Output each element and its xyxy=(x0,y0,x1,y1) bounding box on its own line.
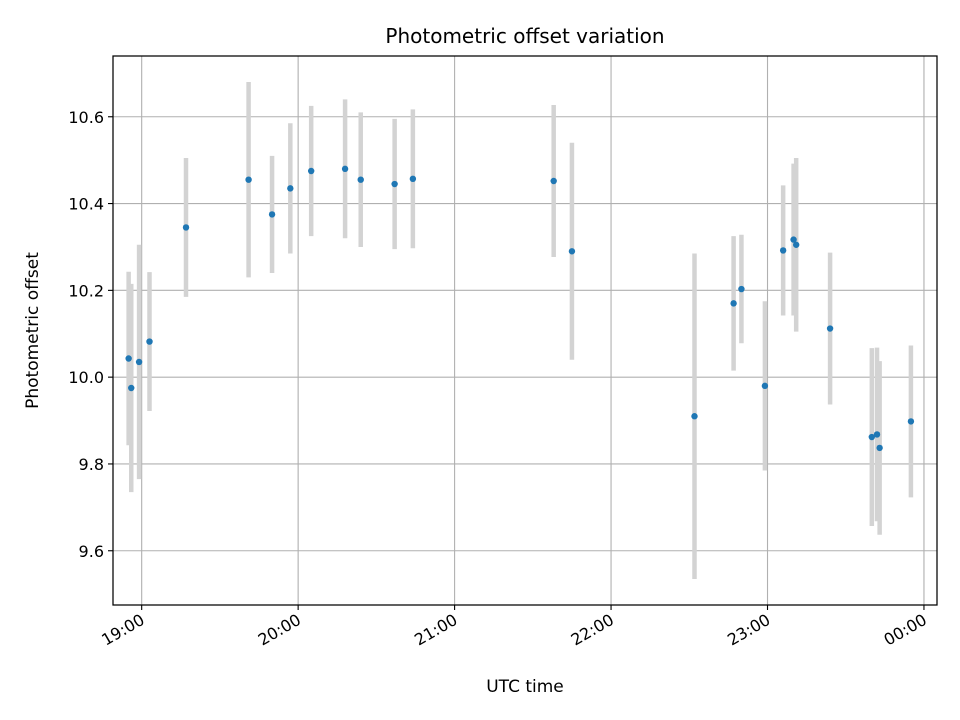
y-tick-label: 10.0 xyxy=(68,368,104,387)
chart-title: Photometric offset variation xyxy=(385,24,664,48)
y-tick-label: 9.8 xyxy=(79,455,104,474)
data-point xyxy=(779,247,787,254)
data-point xyxy=(792,241,800,248)
y-tick-label: 10.6 xyxy=(68,108,104,127)
data-point xyxy=(790,236,797,243)
data-point xyxy=(761,382,769,390)
y-tick-label: 10.2 xyxy=(68,281,104,300)
data-point xyxy=(128,384,135,392)
data-point xyxy=(135,358,143,366)
data-point xyxy=(146,338,153,345)
data-point xyxy=(568,248,576,255)
x-axis-label: UTC time xyxy=(486,677,564,697)
y-tick-label: 9.6 xyxy=(79,542,104,561)
data-point xyxy=(873,431,881,438)
data-point xyxy=(341,165,349,173)
y-axis-label: Photometric offset xyxy=(23,252,43,409)
data-point xyxy=(550,177,557,185)
data-point xyxy=(738,285,745,293)
y-tick-label: 10.4 xyxy=(68,195,104,214)
data-point xyxy=(876,444,883,452)
data-point xyxy=(307,167,315,175)
data-point xyxy=(691,413,698,420)
data-point xyxy=(391,180,398,188)
y-axis-ticks: 9.6 9.8 10.0 10.2 10.4 10.6 xyxy=(68,108,113,561)
data-point xyxy=(245,176,252,183)
data-point xyxy=(730,300,737,307)
data-point xyxy=(907,418,915,425)
data-points xyxy=(125,165,915,452)
data-point xyxy=(287,185,294,192)
data-point xyxy=(268,211,276,218)
data-point xyxy=(357,176,364,183)
data-point xyxy=(125,355,132,362)
data-point xyxy=(868,433,876,441)
data-point xyxy=(409,175,417,183)
data-point xyxy=(826,325,834,332)
data-point xyxy=(182,224,190,231)
plot-frame xyxy=(112,55,938,606)
